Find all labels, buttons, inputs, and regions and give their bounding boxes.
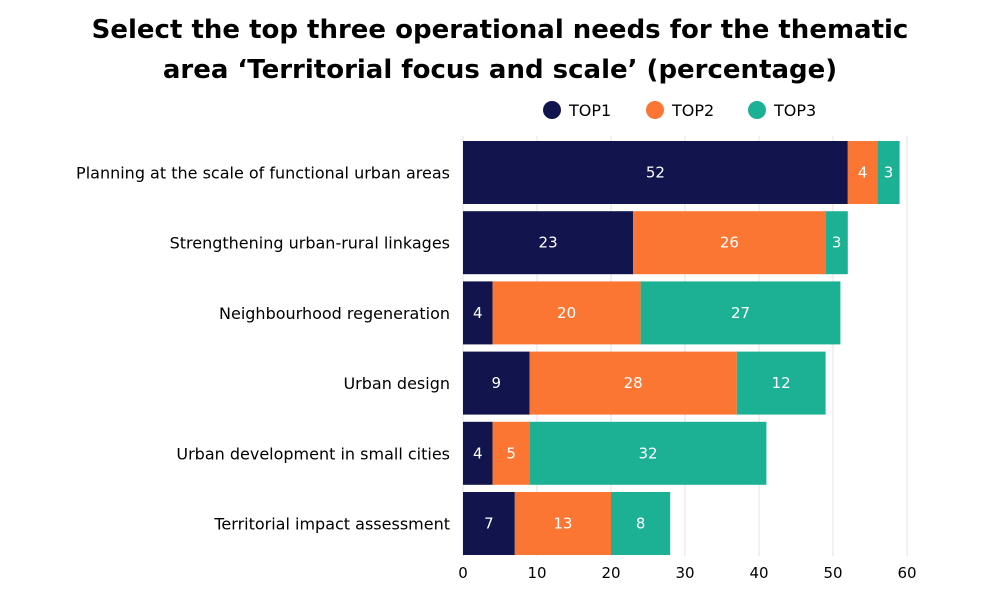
chart-title: Select the top three operational needs f… [0,10,1000,90]
bar-top1-2 [463,211,634,275]
bar-top2-1 [847,141,878,204]
legend-label-top3: TOP3 [773,101,816,120]
bar-row-4: 9 28 12 [463,351,826,415]
bar-top1-1 [463,141,848,204]
data-label-top2-3: 20 [557,304,576,322]
bars: 52 4 323 26 34 20 279 28 124 5 327 13 8 [463,141,900,555]
data-label-top3-1: 3 [884,164,894,182]
category-label-2: Strengthening urban-rural linkages [170,234,450,253]
legend-marker-top1 [543,101,561,119]
bar-row-1: 52 4 3 [463,141,900,204]
x-tick-label-20: 20 [601,564,620,582]
bar-row-5: 4 5 32 [463,421,767,485]
gridlines [462,136,908,556]
data-label-top3-3: 27 [731,304,750,322]
x-tick-label-40: 40 [749,564,768,582]
bar-row-6: 7 13 8 [463,492,671,555]
data-label-top1-1: 52 [646,164,665,182]
legend-marker-top3 [748,101,766,119]
x-tick-label-30: 30 [675,564,694,582]
data-label-top3-6: 8 [636,515,646,533]
category-label-5: Urban development in small cities [176,444,450,463]
legend-marker-top2 [646,101,664,119]
bar-row-3: 4 20 27 [463,281,841,345]
data-label-top3-2: 3 [832,234,842,252]
chart-title-line-1: Select the top three operational needs f… [91,15,909,45]
data-label-top3-4: 12 [772,374,791,392]
category-label-1: Planning at the scale of functional urba… [76,164,450,183]
bar-top2-3 [492,281,641,345]
bar-top2-6 [514,492,611,555]
bar-top3-2 [825,211,848,275]
x-tick-label-0: 0 [458,564,468,582]
bar-top2-2 [633,211,826,275]
category-label-6: Territorial impact assessment [213,515,450,534]
data-label-top2-2: 26 [720,234,739,252]
legend-item-top3: TOP3 [748,101,816,120]
bar-top2-4 [529,351,737,415]
legend-label-top2: TOP2 [671,101,714,120]
legend-label-top1: TOP1 [568,101,611,120]
x-tick-label-10: 10 [527,564,546,582]
bar-top3-1 [877,141,900,204]
data-label-top1-5: 4 [473,444,483,462]
data-label-top2-6: 13 [553,515,572,533]
bar-top2-5 [492,421,530,485]
data-label-top1-4: 9 [492,374,502,392]
bar-top1-6 [463,492,515,555]
data-label-top1-6: 7 [484,515,494,533]
data-label-top1-2: 23 [539,234,558,252]
x-tick-label-60: 60 [897,564,916,582]
legend: TOP1 TOP2 TOP3 [543,101,816,120]
data-label-top2-1: 4 [858,164,868,182]
bar-top1-4 [463,351,530,415]
bar-top3-6 [611,492,671,555]
chart-title-line-2: area ‘Territorial focus and scale’ (perc… [162,55,838,85]
bar-top1-3 [463,281,493,345]
category-label-3: Neighbourhood regeneration [219,304,450,323]
bar-row-2: 23 26 3 [463,211,848,275]
data-label-top2-4: 28 [624,374,643,392]
bar-top3-5 [529,421,767,485]
x-axis-ticks: 0 10 20 30 40 50 60 [458,564,916,582]
legend-item-top2: TOP2 [646,101,714,120]
data-label-top1-3: 4 [473,304,483,322]
bar-top3-3 [640,281,841,345]
bar-top1-5 [463,421,493,485]
data-label-top2-5: 5 [506,444,516,462]
data-label-top3-5: 32 [638,444,657,462]
bar-top3-4 [736,351,826,415]
category-label-4: Urban design [343,374,450,393]
legend-item-top1: TOP1 [543,101,611,120]
x-tick-label-50: 50 [823,564,842,582]
